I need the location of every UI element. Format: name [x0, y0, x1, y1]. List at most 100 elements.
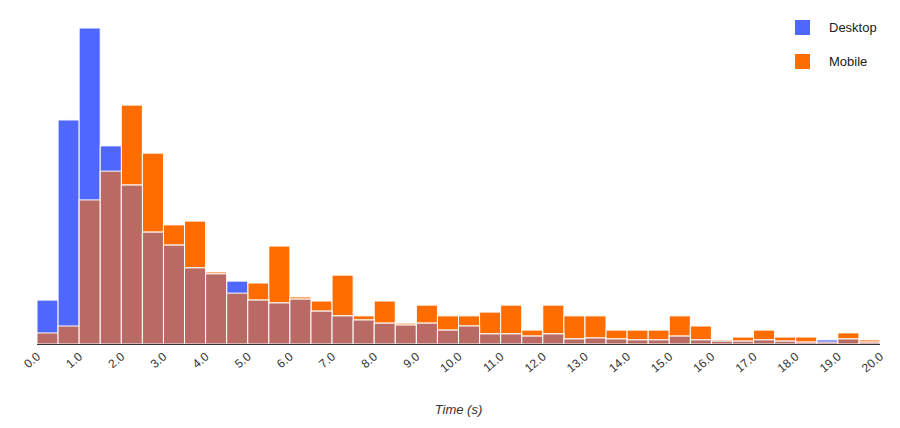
x-tick-label: 3.0	[148, 349, 170, 371]
histogram-bar	[817, 342, 838, 344]
histogram-bar	[648, 340, 669, 344]
histogram-bar	[37, 300, 58, 344]
histogram-bar	[121, 105, 142, 344]
histogram-bar	[543, 305, 564, 344]
x-tick-label: 14.0	[606, 349, 633, 375]
histogram-bar	[775, 341, 796, 344]
overlap-bar	[564, 339, 585, 344]
histogram-bar	[564, 339, 585, 344]
histogram-bar	[311, 311, 332, 344]
histogram-bar	[79, 28, 100, 344]
histogram-bar	[522, 330, 543, 344]
histogram-bar	[606, 339, 627, 344]
histogram-bar	[206, 274, 227, 344]
histogram-bar	[374, 323, 395, 344]
histogram-bar	[459, 316, 480, 344]
overlap-bar	[311, 311, 332, 344]
x-tick-label: 1.0	[63, 349, 85, 371]
legend-label: Mobile	[829, 54, 867, 69]
legend-swatch	[795, 54, 810, 69]
overlap-bar	[100, 171, 121, 344]
x-tick-label: 4.0	[190, 349, 212, 371]
overlap-bar	[522, 336, 543, 344]
x-tick-label: 19.0	[817, 349, 844, 375]
overlap-bar	[838, 339, 859, 344]
x-tick-label: 16.0	[690, 349, 717, 375]
histogram-bar	[459, 326, 480, 344]
histogram-bar	[374, 301, 395, 344]
overlap-bar	[606, 339, 627, 344]
x-tick-label: 5.0	[232, 349, 254, 371]
histogram-bar	[543, 334, 564, 344]
histogram-bar	[395, 323, 416, 344]
overlap-bar	[648, 340, 669, 344]
histogram-bar	[669, 336, 690, 344]
histogram-bar	[332, 316, 353, 344]
overlap-bar	[374, 323, 395, 344]
histogram-bar	[648, 330, 669, 344]
histogram-bar	[585, 338, 606, 344]
overlap-bar	[163, 245, 184, 344]
overlap-bar	[79, 200, 100, 344]
x-tick-label: 12.0	[522, 349, 549, 375]
histogram-bar	[416, 323, 437, 344]
histogram-bar	[627, 340, 648, 344]
overlap-bar	[227, 293, 248, 344]
overlap-bar	[332, 316, 353, 344]
histogram-bar	[817, 340, 838, 344]
histogram-bar	[332, 275, 353, 344]
overlap-bar	[37, 333, 58, 344]
x-tick-label: 7.0	[316, 349, 338, 371]
overlap-bar	[290, 299, 311, 344]
overlap-bar	[185, 268, 206, 344]
histogram-bar	[248, 283, 269, 344]
histogram-bar	[227, 293, 248, 344]
x-tick-label: 17.0	[733, 349, 760, 375]
histogram-bar	[163, 225, 184, 344]
overlap-bar	[796, 342, 817, 344]
x-tick-label: 20.0	[859, 349, 886, 375]
histogram-bar	[690, 340, 711, 344]
histogram-bar	[353, 316, 374, 344]
histogram-bar	[627, 330, 648, 344]
overlap-bar	[543, 334, 564, 344]
x-tick-label: 9.0	[400, 349, 422, 371]
histogram-bar	[711, 341, 732, 344]
overlap-bar	[459, 326, 480, 344]
histogram-bar	[606, 330, 627, 344]
x-tick-label: 0.0	[21, 349, 43, 371]
histogram-bar	[206, 272, 227, 344]
x-tick-label: 11.0	[480, 349, 506, 374]
overlap-bar	[480, 334, 501, 344]
overlap-bar	[732, 341, 753, 344]
overlap-bar	[353, 320, 374, 344]
histogram-bar	[163, 245, 184, 344]
histogram-bar	[480, 312, 501, 344]
histogram-bar	[522, 336, 543, 344]
overlap-bar	[669, 336, 690, 344]
histogram-bar	[754, 340, 775, 344]
overlap-bar	[585, 338, 606, 344]
x-axis-title: Time (s)	[435, 402, 483, 417]
histogram-bar	[58, 326, 79, 344]
histogram-bar	[142, 232, 163, 344]
overlap-bar	[416, 323, 437, 344]
histogram-bar	[775, 337, 796, 344]
histogram-bar	[711, 340, 732, 344]
histogram-bar	[796, 337, 817, 344]
histogram-bar	[690, 326, 711, 344]
histogram-bar	[732, 341, 753, 344]
histogram-bar	[585, 316, 606, 344]
overlap-bar	[58, 326, 79, 344]
x-tick-label: 2.0	[105, 349, 127, 371]
histogram-bar	[37, 333, 58, 344]
overlap-bar	[437, 330, 458, 344]
overlap-bar	[395, 325, 416, 344]
overlap-bar	[754, 340, 775, 344]
histogram-bar	[100, 171, 121, 344]
x-tick-label: 15.0	[648, 349, 675, 375]
x-tick-label: 8.0	[358, 349, 380, 371]
histogram-bar	[290, 297, 311, 344]
chart: 0.01.02.03.04.05.06.07.08.09.010.011.012…	[0, 0, 900, 428]
overlap-bar	[121, 185, 142, 344]
